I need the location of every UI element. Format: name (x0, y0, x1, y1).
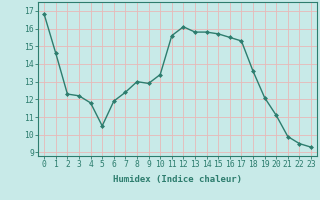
X-axis label: Humidex (Indice chaleur): Humidex (Indice chaleur) (113, 175, 242, 184)
